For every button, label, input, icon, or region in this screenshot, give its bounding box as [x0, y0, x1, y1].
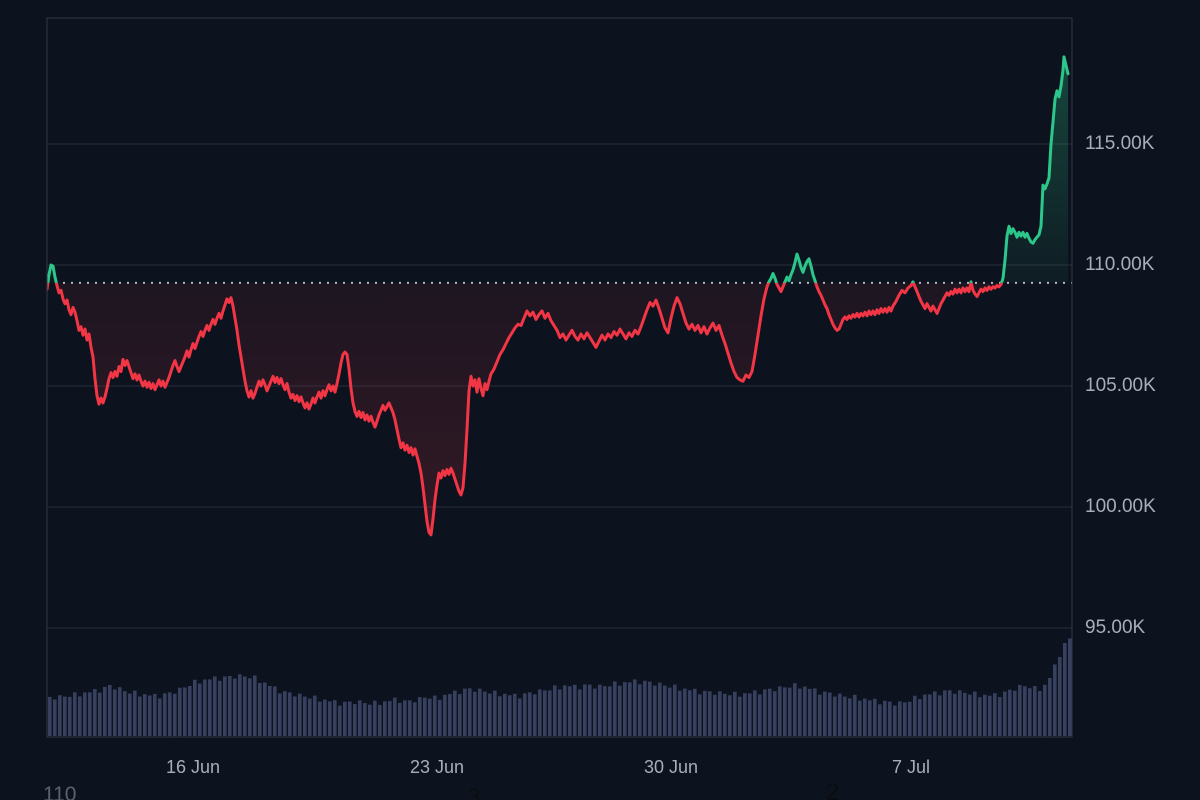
- plot-border: [46, 17, 1073, 738]
- x-tick-label: 23 Jun: [409, 757, 465, 777]
- volume-bars: [48, 638, 1072, 737]
- x-tick-label: 7 Jul: [891, 757, 931, 777]
- y-tick-label: 110.00K: [1085, 254, 1155, 275]
- y-tick-label: 100.00K: [1085, 496, 1156, 517]
- clipped-bottom-text-3: 3: [468, 784, 481, 800]
- area-fill-down: [47, 282, 1002, 535]
- clipped-bottom-text-2: 2: [826, 779, 840, 800]
- x-tick-label: 16 Jun: [165, 757, 221, 777]
- clipped-bottom-text-110: 110: [43, 783, 77, 800]
- price-line-down: [47, 282, 1004, 537]
- x-tick-label: 30 Jun: [643, 757, 699, 777]
- y-tick-label: 95.00K: [1085, 617, 1146, 638]
- y-tick-label: 115.00K: [1085, 133, 1155, 154]
- y-tick-label: 105.00K: [1085, 375, 1156, 396]
